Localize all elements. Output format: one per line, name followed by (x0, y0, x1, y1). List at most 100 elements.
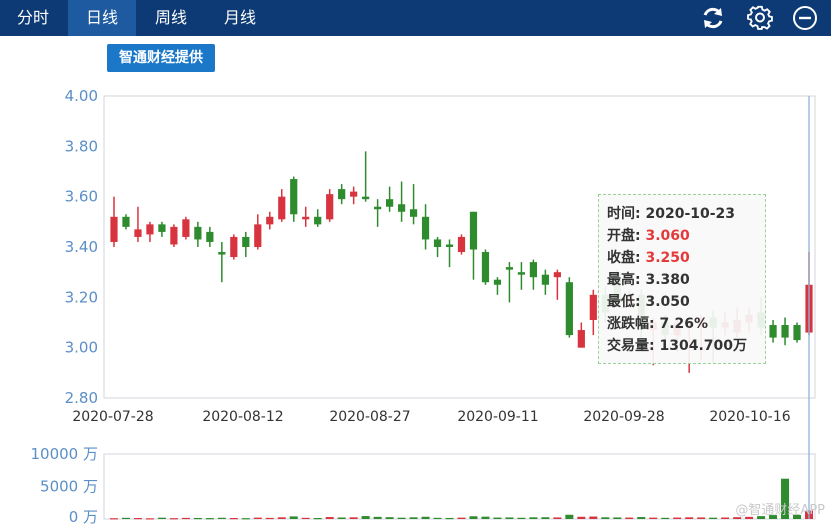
volume-bar (157, 517, 166, 519)
volume-bar (301, 517, 310, 520)
candle-body (134, 229, 142, 237)
tooltip-close-value: 3.250 (645, 250, 690, 266)
candle-body (529, 262, 537, 278)
volume-bar (745, 516, 754, 519)
volume-bar (613, 517, 622, 519)
volume-bar (733, 517, 742, 519)
tooltip-volume-label: 交易量: (607, 338, 655, 354)
volume-bar (445, 517, 454, 520)
candle-body (553, 272, 561, 278)
volume-bar (409, 517, 418, 519)
candle-body (146, 224, 154, 235)
tab-weekly[interactable]: 周线 (154, 8, 187, 27)
volume-bar (349, 517, 358, 519)
candle-body (242, 236, 250, 247)
volume-bar (697, 517, 706, 519)
candle-body (374, 206, 382, 210)
candle-body (290, 179, 298, 215)
refresh-icon[interactable] (700, 5, 726, 31)
candle-body (278, 196, 286, 220)
candle-body (218, 252, 226, 255)
candle-body (326, 194, 334, 220)
volume-bar (649, 517, 658, 519)
volume-bar (481, 516, 490, 519)
candle-body (421, 216, 430, 240)
tooltip-high-label: 最高: (607, 272, 641, 288)
volume-bar (781, 478, 790, 519)
candle-body (266, 216, 274, 225)
price-tick-label: 3.40 (65, 238, 98, 256)
date-tick-label: 2020-08-12 (202, 409, 283, 425)
candle-body (493, 279, 502, 285)
volume-bar (709, 517, 718, 519)
candle-body (517, 272, 526, 275)
volume-bar (565, 514, 574, 519)
volume-bar (625, 517, 634, 519)
candle-body (457, 236, 466, 253)
date-tick-label: 2020-07-28 (72, 409, 153, 425)
volume-bar (577, 516, 586, 519)
volume-bar (313, 518, 322, 520)
candle-body (206, 231, 214, 242)
tooltip-volume-value: 1304.700万 (659, 338, 747, 354)
volume-bar (205, 518, 214, 520)
volume-bar (229, 518, 238, 520)
candle-body (122, 216, 130, 227)
candle-body (350, 191, 358, 197)
volume-bar (529, 517, 538, 519)
price-tick-label: 3.20 (65, 288, 98, 306)
volume-bar (601, 517, 610, 519)
candle-body (362, 196, 370, 200)
candle-body (541, 274, 549, 285)
candle-body (769, 325, 777, 338)
volume-bar (637, 517, 646, 519)
candle-body (565, 282, 573, 336)
watermark: @智通财经APP (735, 503, 825, 518)
candle-body (338, 189, 346, 200)
tooltip-time-label: 时间: (607, 206, 641, 222)
volume-bar (589, 516, 598, 519)
top-tab-bar: 分时 日线 周线 月线 (0, 0, 831, 36)
volume-bar (133, 518, 142, 520)
volume-bar (109, 518, 118, 520)
tab-monthly[interactable]: 月线 (223, 8, 256, 27)
volume-bar (673, 517, 682, 519)
price-tick-label: 4.00 (65, 87, 98, 105)
candle-body (481, 252, 490, 283)
volume-bar (121, 517, 130, 520)
tooltip-change-label: 涨跌幅: (607, 316, 655, 332)
price-tick-label: 3.00 (65, 339, 98, 357)
volume-bar (145, 518, 154, 520)
volume-bar (217, 517, 226, 519)
volume-bar (337, 517, 346, 519)
candle-body (170, 226, 178, 245)
tooltip-change-value: 7.26% (659, 316, 709, 332)
tooltip-open-label: 开盘: (607, 228, 641, 244)
candle-body (589, 294, 597, 320)
gear-icon[interactable] (747, 5, 773, 31)
candle-body (158, 224, 166, 232)
candle-body (397, 204, 406, 212)
volume-bar (457, 517, 466, 519)
volume-bar (325, 517, 334, 519)
tab-daily[interactable]: 日线 (68, 0, 136, 36)
volume-bar (169, 518, 178, 520)
volume-bar (193, 517, 202, 520)
tab-intraday[interactable]: 分时 (16, 8, 49, 27)
candle-body (793, 325, 801, 341)
volume-tick-label: 10000 万 (31, 445, 99, 463)
volume-bar (553, 517, 562, 519)
candle-body (505, 267, 514, 270)
zoom-out-icon[interactable] (792, 5, 818, 31)
candle-body (577, 330, 585, 348)
volume-bar (421, 516, 430, 519)
volume-bar (277, 517, 286, 519)
volume-bar (685, 517, 694, 519)
candle-body (110, 216, 118, 242)
volume-tick-label: 0 万 (69, 508, 98, 524)
candle-body (194, 226, 202, 240)
volume-bar (289, 516, 298, 519)
volume-bar (541, 517, 550, 519)
volume-bar (757, 516, 766, 519)
candle-body (314, 216, 322, 225)
